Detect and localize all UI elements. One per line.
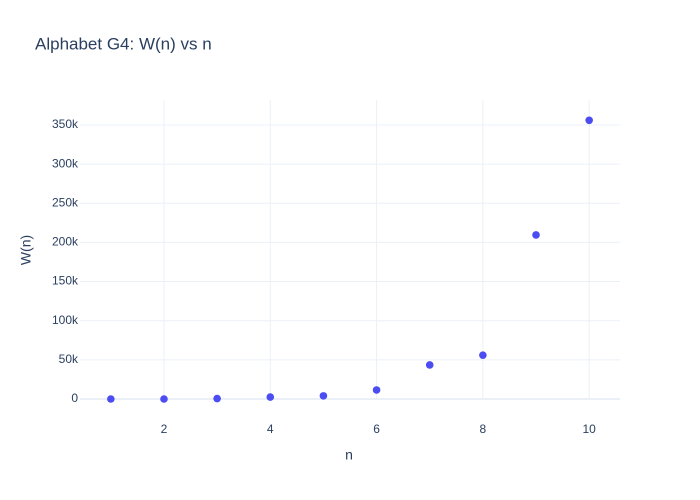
point xyxy=(585,116,593,125)
y-tick-label: 0 xyxy=(71,391,78,405)
x-tick-label: 8 xyxy=(480,422,487,436)
point xyxy=(266,393,275,401)
point xyxy=(319,392,328,400)
x-tick-label: 2 xyxy=(161,422,168,436)
point xyxy=(372,386,381,394)
point xyxy=(532,231,540,239)
point xyxy=(479,351,487,359)
x-tick-label: 6 xyxy=(373,422,380,436)
x-tick-label: 10 xyxy=(582,422,596,436)
chart-title: Alphabet G4: W(n) vs n xyxy=(35,34,212,53)
y-tick-label: 150k xyxy=(52,274,79,288)
y-tick-label: 250k xyxy=(52,195,79,209)
y-tick-label: 300k xyxy=(52,156,79,170)
y-tick-label: 350k xyxy=(52,117,79,131)
point xyxy=(160,395,168,403)
y-axis-label: W(n) xyxy=(18,235,34,265)
y-tick-label: 50k xyxy=(59,352,79,366)
point xyxy=(107,395,115,403)
x-tick-label: 4 xyxy=(267,422,274,436)
y-tick-label: 200k xyxy=(52,235,79,249)
y-tick-label: 100k xyxy=(52,313,79,327)
x-axis-label: n xyxy=(345,447,353,463)
point xyxy=(213,394,221,403)
point xyxy=(425,361,434,369)
